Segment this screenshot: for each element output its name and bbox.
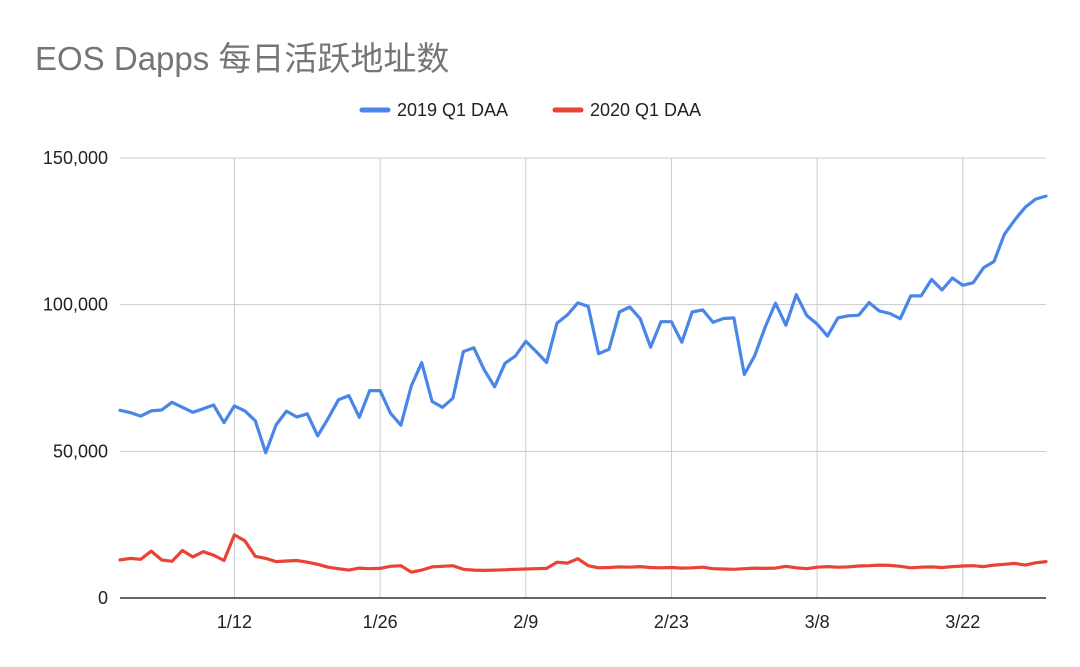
x-tick-label: 3/8 bbox=[805, 612, 830, 632]
y-tick-label: 150,000 bbox=[43, 148, 108, 168]
x-tick-label: 1/26 bbox=[363, 612, 398, 632]
axes: 0 50,000 100,000 150,000 1/12 1/26 2/9 2/23 3/8 3… bbox=[43, 148, 1046, 632]
series-line-1 bbox=[118, 533, 1048, 574]
y-tick-label: 100,000 bbox=[43, 295, 108, 315]
series-lines bbox=[118, 194, 1048, 574]
y-tick-label: 0 bbox=[98, 588, 108, 608]
legend-label-0: 2019 Q1 DAA bbox=[397, 100, 508, 120]
x-tick-label: 1/12 bbox=[217, 612, 252, 632]
x-tick-label: 2/23 bbox=[654, 612, 689, 632]
legend: 2019 Q1 DAA 2020 Q1 DAA bbox=[359, 100, 701, 120]
chart-title: EOS Dapps 每日活跃地址数 bbox=[35, 40, 450, 77]
grid-lines bbox=[120, 157, 1046, 598]
x-tick-label: 2/9 bbox=[513, 612, 538, 632]
legend-label-1: 2020 Q1 DAA bbox=[590, 100, 701, 120]
series-line-0 bbox=[118, 194, 1048, 455]
y-tick-label: 50,000 bbox=[53, 441, 108, 461]
x-tick-label: 3/22 bbox=[945, 612, 980, 632]
